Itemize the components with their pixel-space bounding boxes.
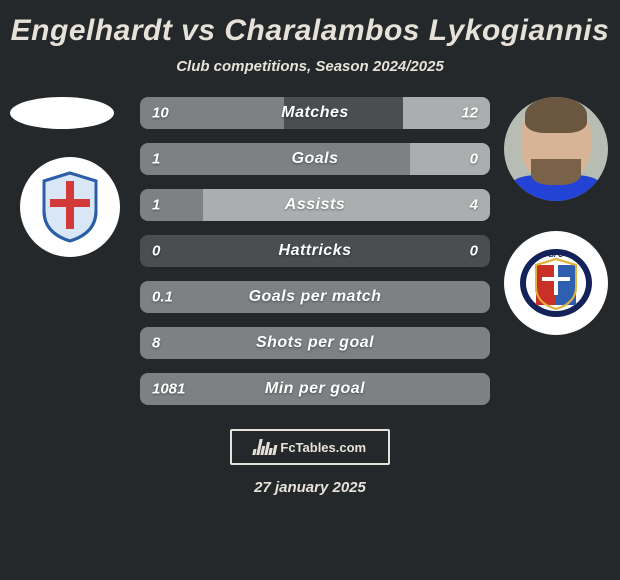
- shield-icon: [40, 171, 100, 243]
- stat-label: Assists: [285, 196, 345, 214]
- stat-value-right: 12: [461, 105, 478, 122]
- stat-value-right: 4: [470, 197, 478, 214]
- stat-value-left: 1081: [152, 381, 185, 398]
- stat-row: Goals per match 0.1: [140, 281, 490, 313]
- brand-text: FcTables.com: [280, 440, 366, 455]
- bar-fill-left: [140, 143, 410, 175]
- stat-value-left: 8: [152, 335, 160, 352]
- hair-shape: [525, 97, 587, 133]
- stat-value-left: 0: [152, 243, 160, 260]
- stat-label: Matches: [281, 104, 349, 122]
- stat-row: Min per goal 1081: [140, 373, 490, 405]
- brand-badge: FcTables.com: [230, 429, 390, 465]
- club-right-crest: BFC: [504, 231, 608, 335]
- comparison-card: Engelhardt vs Charalambos Lykogiannis Cl…: [0, 0, 620, 580]
- player-right-avatar: [504, 97, 608, 201]
- shield-icon: BFC: [518, 245, 594, 321]
- stat-label: Min per goal: [265, 380, 365, 398]
- bar-fill-right: [203, 189, 490, 221]
- stat-label: Hattricks: [279, 242, 352, 260]
- bar-fill-left: [140, 189, 203, 221]
- svg-text:BFC: BFC: [549, 252, 564, 259]
- player-left-avatar: [10, 97, 114, 129]
- footer-date: 27 january 2025: [0, 479, 620, 496]
- stat-label: Goals: [292, 150, 339, 168]
- stats-area: BFC Matches1012Goals10Assists14Hattricks…: [0, 97, 620, 417]
- face-shape: [521, 103, 591, 183]
- stat-row: Matches 10 12: [140, 97, 490, 129]
- page-subtitle: Club competitions, Season 2024/2025: [0, 58, 620, 75]
- club-left-crest: [20, 157, 120, 257]
- stat-row: Assists 1 4: [140, 189, 490, 221]
- chart-icon: [252, 439, 278, 455]
- stat-row: Hattricks 0 0: [140, 235, 490, 267]
- beard-shape: [531, 159, 581, 185]
- stat-value-left: 0.1: [152, 289, 173, 306]
- stat-row: Shots per goal 8: [140, 327, 490, 359]
- stat-value-right: 0: [470, 243, 478, 260]
- stat-value-left: 1: [152, 151, 160, 168]
- stat-row: Goals 1 0: [140, 143, 490, 175]
- stat-value-left: 10: [152, 105, 169, 122]
- stat-value-left: 1: [152, 197, 160, 214]
- stat-bars: Matches1012Goals10Assists14Hattricks00Go…: [140, 97, 490, 419]
- stat-value-right: 0: [470, 151, 478, 168]
- stat-label: Shots per goal: [256, 334, 374, 352]
- page-title: Engelhardt vs Charalambos Lykogiannis: [0, 14, 620, 48]
- stat-label: Goals per match: [249, 288, 382, 306]
